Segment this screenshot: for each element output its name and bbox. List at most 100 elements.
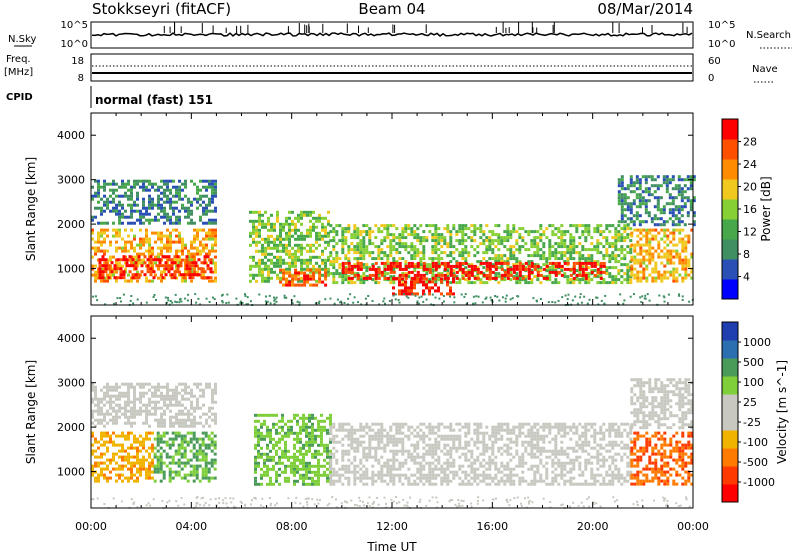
nave-tick-bottom: 0 [708,73,714,84]
nsky-tick-bottom: 10^0 [61,39,88,50]
power-colorbar-label: Power [dB] [759,176,773,241]
velocity-y-axis-label: Slant Range [km] [24,360,38,464]
velocity-echo-region-6 [630,378,694,430]
freq-label-line1: Freq. [6,54,31,65]
power-echo-region-2 [91,179,217,225]
power-y-axis: 1000 2000 3000 4000 [57,129,693,276]
freq-panel: Freq. [MHz] 18 8 60 0 Nave [4,53,778,84]
power-colorbar-swatch-8 [722,119,738,140]
power-colorbar: 4 8 12 16 20 24 28 [721,118,757,300]
velocity-echo-region-0 [91,431,154,483]
power-colorbar-swatch-0 [722,279,738,300]
freq-tick-bottom: 8 [78,73,84,84]
power-colorbar-label-6: 28 [743,136,757,149]
velocity-y-tick-label-0: 1000 [57,466,85,479]
power-colorbar-swatch-1 [722,259,738,280]
nsky-series-line [91,32,693,37]
velocity-colorbar-swatch-5 [722,394,738,413]
x-tick-label-3: 12:00 [376,520,408,533]
power-colorbar-label-1: 8 [743,248,750,261]
power-colorbar-swatch-7 [722,139,738,160]
nsky-label: N.Sky [8,34,36,45]
power-ground-scatter [92,293,694,306]
x-tick-label-6: 00:00 [677,520,709,533]
power-y-tick-label-2: 3000 [57,174,85,187]
power-colorbar-swatch-2 [722,239,738,260]
nsearch-label: N.Search [746,30,791,41]
power-colorbar-label-2: 12 [743,226,757,239]
nave-label: Nave [752,64,778,75]
time-axis-label: Time UT [366,540,417,554]
velocity-y-tick-label-1: 2000 [57,421,85,434]
power-echo-region-7 [392,277,455,296]
velocity-y-axis: 1000 2000 3000 4000 [57,332,693,479]
power-panel: 1000 2000 3000 4000 Slant Range [km] 4 8 12 16… [24,112,773,306]
velocity-colorbar-swatch-2 [722,448,738,467]
velocity-x-axis: 00:00 04:00 08:00 12:00 16:00 20:00 00:00 [75,316,709,533]
x-tick-label-0: 00:00 [75,520,107,533]
velocity-colorbar-label: Velocity [m s^-1] [775,360,789,464]
velocity-echo-region-2 [91,382,217,428]
velocity-colorbar-swatch-0 [722,484,738,503]
freq-tick-top: 18 [71,56,84,67]
power-colorbar-label-5: 24 [743,158,757,171]
station-title: Stokkseyri (fitACF) [92,0,231,18]
nsky-panel-frame [90,21,694,49]
power-colorbar-swatch-5 [722,179,738,200]
nsky-tick-top: 10^5 [61,20,88,31]
power-echo-region-6 [341,261,606,280]
cpid-label: CPID [6,92,33,103]
power-colorbar-label-4: 20 [743,181,757,194]
velocity-panel: 1000 2000 3000 4000 00:00 04:00 08:00 12:00 16:… [24,315,789,554]
freq-panel-frame [90,53,694,82]
nsearch-tick-bottom: 10^0 [708,39,735,50]
power-colorbar-swatch-4 [722,199,738,220]
velocity-colorbar: 1000 500 100 25 -25 -100 -500 -1000 [721,321,775,503]
velocity-colorbar-label-3: 25 [743,396,757,409]
nave-tick-top: 60 [708,56,721,67]
velocity-colorbar-label-6: -500 [743,456,768,469]
date-title: 08/Mar/2014 [597,0,693,18]
power-colorbar-swatch-3 [722,219,738,240]
power-colorbar-label-0: 4 [743,271,750,284]
power-echo-region-8 [630,228,694,283]
velocity-colorbar-swatch-9 [722,322,738,341]
power-heatmap [91,175,696,306]
velocity-colorbar-label-5: -100 [743,436,768,449]
velocity-echo-region-1 [153,431,217,483]
nsearch-tick-top: 10^5 [708,20,735,31]
power-y-axis-label: Slant Range [km] [24,157,38,261]
velocity-colorbar-label-4: -25 [743,416,761,429]
power-colorbar-swatch-6 [722,159,738,180]
power-y-tick-label-1: 2000 [57,218,85,231]
cpid-value: normal (fast) 151 [95,93,213,107]
x-tick-label-4: 16:00 [476,520,508,533]
velocity-echo-region-3 [254,413,332,486]
velocity-colorbar-swatch-3 [722,430,738,449]
velocity-colorbar-label-2: 100 [743,376,764,389]
velocity-heatmap [91,378,694,510]
power-colorbar-label-3: 16 [743,203,757,216]
power-x-ticks [90,113,694,305]
beam-title: Beam 04 [358,0,425,18]
velocity-colorbar-frame [721,321,739,503]
velocity-echo-region-5 [630,431,694,486]
x-tick-label-2: 08:00 [276,520,308,533]
velocity-colorbar-swatch-8 [722,340,738,359]
velocity-colorbar-swatch-4 [722,412,738,431]
x-tick-label-1: 04:00 [175,520,207,533]
velocity-colorbar-label-0: 1000 [743,336,771,349]
velocity-colorbar-swatch-6 [722,376,738,395]
power-echo-region-1 [98,255,213,280]
velocity-echo-region-4 [329,422,633,486]
velocity-colorbar-swatch-1 [722,466,738,485]
freq-label-line2: [MHz] [4,67,33,78]
velocity-ground-scatter [91,496,691,510]
velocity-colorbar-label-7: -1000 [743,476,775,489]
velocity-y-tick-label-3: 4000 [57,332,85,345]
power-y-tick-label-3: 4000 [57,129,85,142]
velocity-colorbar-swatch-7 [722,358,738,377]
nsky-trace [91,22,693,37]
x-tick-label-5: 20:00 [577,520,609,533]
cpid-row: CPID normal (fast) 151 [6,86,213,108]
